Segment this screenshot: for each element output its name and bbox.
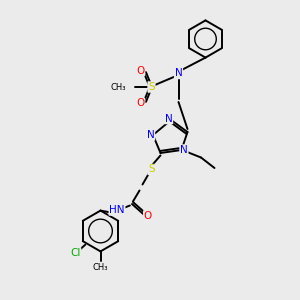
Text: CH₃: CH₃ (93, 263, 108, 272)
Text: N: N (180, 145, 188, 155)
Text: N: N (147, 130, 154, 140)
Text: N: N (165, 113, 172, 124)
Text: Cl: Cl (70, 248, 81, 258)
Text: O: O (136, 65, 145, 76)
Text: O: O (136, 98, 145, 109)
Text: HN: HN (109, 205, 125, 215)
Text: CH₃: CH₃ (110, 82, 126, 91)
Text: N: N (175, 68, 182, 79)
Text: S: S (148, 164, 155, 175)
Text: S: S (148, 82, 155, 92)
Text: O: O (144, 211, 152, 221)
